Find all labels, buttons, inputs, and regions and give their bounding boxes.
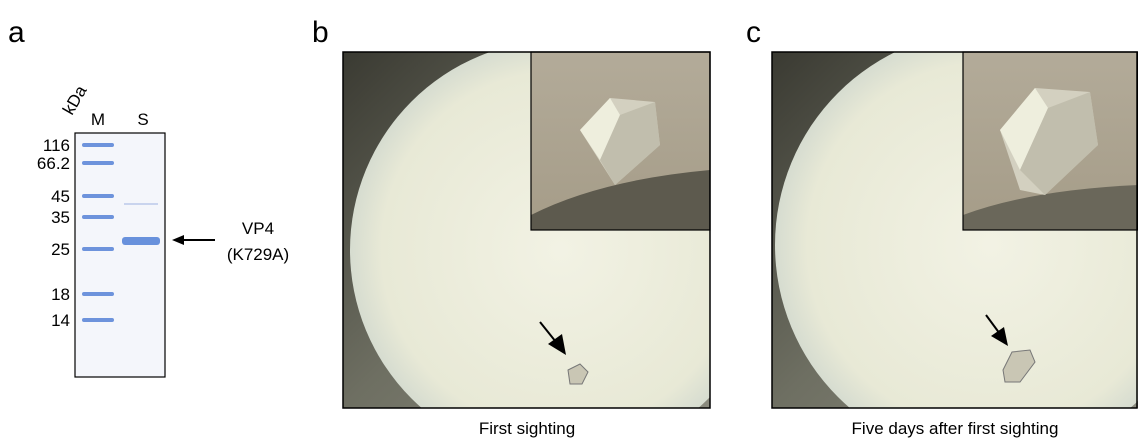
marker-label: 66.2	[37, 154, 70, 173]
marker-label: 45	[51, 187, 70, 206]
gel-band	[124, 203, 158, 205]
lane-label: S	[137, 110, 148, 129]
marker-band	[82, 215, 114, 219]
panel-label: c	[746, 16, 761, 49]
protein-name: VP4	[242, 219, 274, 238]
panel-label: b	[312, 16, 329, 49]
marker-band	[82, 292, 114, 296]
axis-unit: kDa	[59, 82, 91, 118]
marker-band	[82, 194, 114, 198]
protein-mutation: (K729A)	[227, 245, 289, 264]
marker-label: 116	[43, 136, 70, 155]
caption: First sighting	[479, 419, 575, 438]
gel-band	[122, 237, 160, 245]
inset	[531, 52, 710, 230]
caption: Five days after first sighting	[852, 419, 1059, 438]
marker-label: 25	[51, 240, 70, 259]
marker-band	[82, 247, 114, 251]
gel	[75, 133, 165, 377]
marker-label: 35	[51, 208, 70, 227]
marker-label: 14	[51, 311, 70, 330]
marker-label: 18	[51, 285, 70, 304]
panel-label: a	[8, 16, 25, 49]
marker-band	[82, 143, 114, 147]
lane-label: M	[91, 110, 105, 129]
inset	[963, 52, 1138, 230]
arrow-head	[172, 235, 184, 245]
marker-band	[82, 318, 114, 322]
marker-band	[82, 161, 114, 165]
figure: a kDa M S VP4 (K729A) 11666.24535251814 …	[0, 0, 1138, 440]
